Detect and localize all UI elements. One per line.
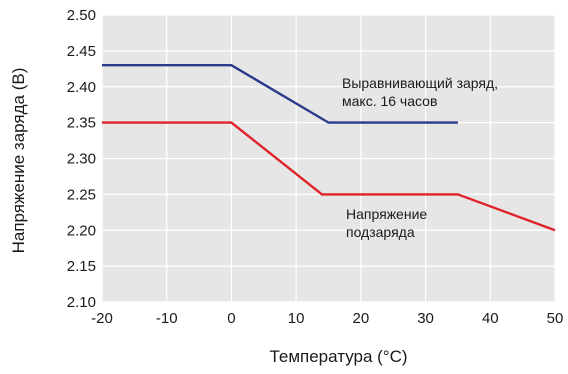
series-annotation-1: макс. 16 часов bbox=[342, 93, 437, 109]
annotations: Выравнивающий заряд, макс. 16 часов Напряж… bbox=[342, 75, 498, 240]
series-annotation-2: Напряжение bbox=[346, 206, 427, 222]
series-lines bbox=[102, 63, 556, 232]
x-tick-label: 40 bbox=[482, 310, 499, 327]
series-annotation-1: Выравнивающий заряд, bbox=[342, 75, 498, 91]
y-tick-label: 2.10 bbox=[67, 294, 96, 311]
y-tick-label: 2.15 bbox=[67, 258, 96, 275]
x-tick-label: 20 bbox=[353, 310, 370, 327]
y-tick-label: 2.40 bbox=[67, 79, 96, 96]
x-tick-label: 30 bbox=[417, 310, 434, 327]
x-tick-label: 10 bbox=[288, 310, 305, 327]
y-tick-label: 2.45 bbox=[67, 43, 96, 60]
y-tick-label: 2.20 bbox=[67, 222, 96, 239]
y-tick-label: 2.30 bbox=[67, 151, 96, 168]
series-annotation-2: подзаряда bbox=[346, 224, 415, 240]
x-tick-label: 0 bbox=[227, 310, 235, 327]
y-tick-label: 2.35 bbox=[67, 115, 96, 132]
x-axis-title: Температура (°C) bbox=[269, 347, 407, 366]
x-tick-label: -10 bbox=[156, 310, 178, 327]
y-tick-label: 2.50 bbox=[67, 7, 96, 24]
x-tick-labels: -20 -10 0 10 20 30 40 50 bbox=[91, 310, 563, 327]
series-line-2 bbox=[102, 121, 556, 232]
x-tick-label: -20 bbox=[91, 310, 113, 327]
x-tick-label: 50 bbox=[547, 310, 564, 327]
series-line-1 bbox=[102, 63, 458, 124]
y-tick-labels: 2.10 2.15 2.20 2.25 2.30 2.35 2.40 2.45 2.50 bbox=[67, 7, 96, 311]
y-axis-title: Напряжение заряда (В) bbox=[9, 68, 28, 254]
y-tick-label: 2.25 bbox=[67, 186, 96, 203]
